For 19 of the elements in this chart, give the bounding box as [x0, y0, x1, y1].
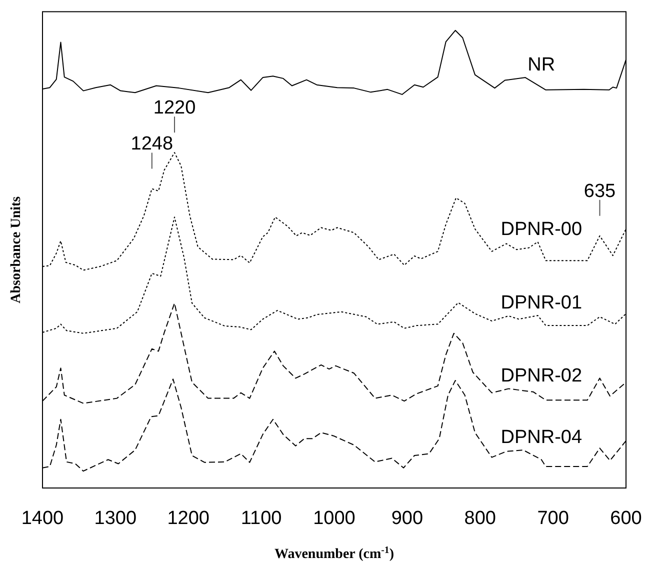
x-tick-label: 600	[610, 508, 642, 529]
x-axis-title: Wavenumber (cm$^{-1}$)	[274, 544, 394, 562]
annotation: 635	[584, 180, 616, 202]
x-tick-label: 900	[391, 508, 424, 529]
x-tick-label: 1400	[21, 508, 64, 529]
y-axis-title: Absorbance Units	[9, 196, 24, 304]
x-tick-label: 1300	[94, 508, 137, 529]
x-tick-label: 1000	[313, 508, 356, 529]
annotation: 1220	[153, 98, 196, 119]
x-tick-label: 1200	[167, 508, 210, 529]
x-tick-label: 800	[464, 508, 496, 529]
series-label: NR	[528, 54, 556, 76]
annotation: 1248	[130, 134, 174, 155]
series-label: DPNR-00	[500, 218, 582, 240]
series-label: DPNR-01	[500, 292, 582, 314]
series-label: DPNR-04	[500, 427, 582, 448]
x-tick-label: 1100	[240, 508, 282, 529]
x-tick-label: 700	[537, 508, 569, 529]
series-label: DPNR-02	[500, 366, 582, 387]
